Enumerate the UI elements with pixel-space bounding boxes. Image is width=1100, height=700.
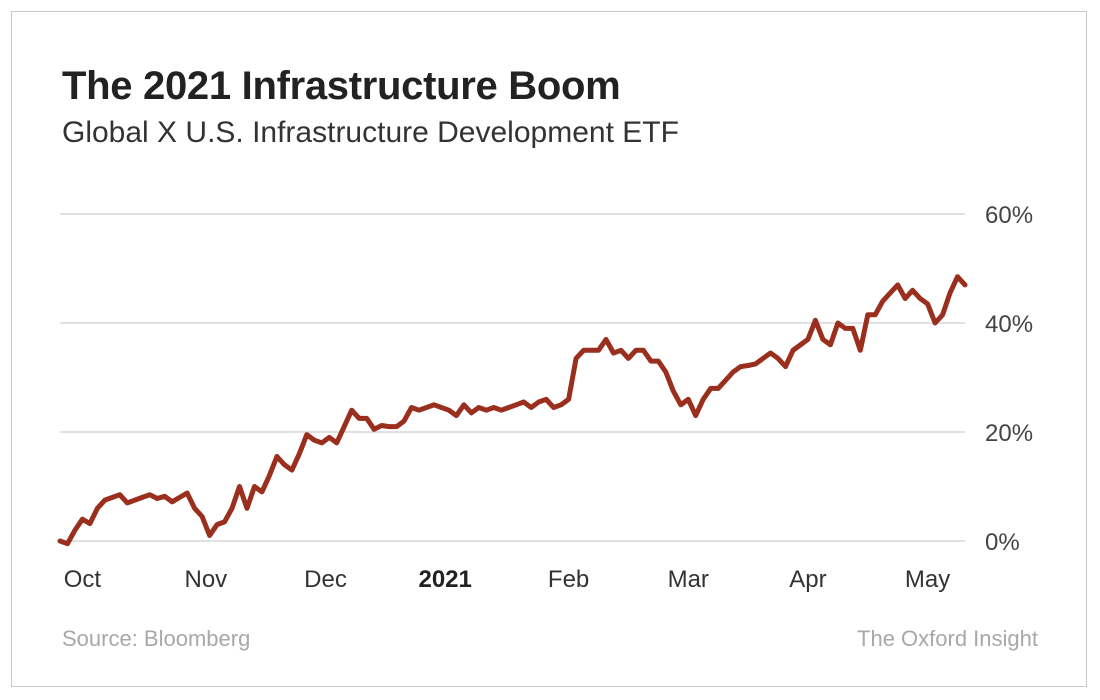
series-layer (57, 274, 968, 547)
x-tick-label: Dec (304, 566, 347, 593)
gridlines (60, 213, 965, 542)
x-tick-label: Nov (185, 566, 228, 593)
series-line-0 (57, 274, 968, 547)
chart-subtitle: Global X U.S. Infrastructure Development… (62, 116, 679, 149)
brand-credit: The Oxford Insight (857, 626, 1038, 651)
x-tick-label: Feb (548, 566, 589, 593)
chart-title: The 2021 Infrastructure Boom (62, 64, 621, 108)
chart-frame (11, 11, 1087, 687)
x-tick-label: 2021 (418, 566, 471, 593)
y-tick-label: 0% (985, 529, 1020, 556)
source-note: Source: Bloomberg (62, 626, 251, 651)
series-points (60, 277, 965, 544)
x-axis-ticks: Oct Nov Dec 2021 Feb Mar Apr May (64, 566, 951, 593)
x-tick-label: Mar (668, 566, 709, 593)
y-axis-ticks: 0% 20% 40% 60% (985, 202, 1033, 556)
x-tick-label: May (905, 566, 950, 593)
y-tick-label: 20% (985, 420, 1033, 447)
y-tick-label: 40% (985, 311, 1033, 338)
x-tick-label: Apr (789, 566, 826, 593)
y-tick-label: 60% (985, 202, 1033, 229)
x-tick-label: Oct (64, 566, 102, 593)
